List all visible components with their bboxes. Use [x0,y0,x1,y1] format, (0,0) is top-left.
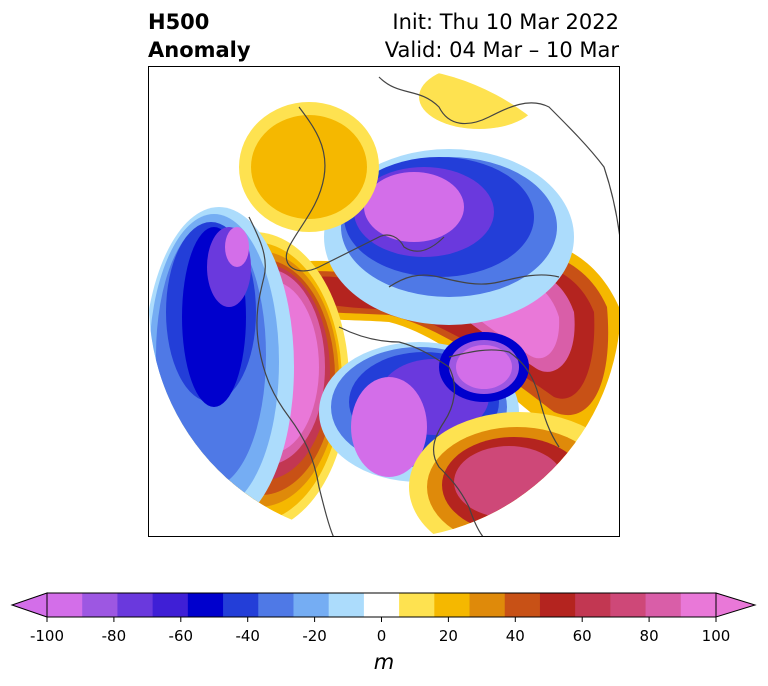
colorbar-segment [152,593,189,617]
colorbar-tick-label: 80 [639,627,659,645]
colorbar-tick-label: 0 [376,627,387,645]
colorbar-segment [399,593,435,617]
colorbar-tick-label: 20 [438,627,458,645]
colorbar-segment [82,593,118,617]
valid-range: Valid: 04 Mar – 10 Mar [384,38,619,62]
colorbar-extend-low [10,592,48,618]
colorbar-tick-label: -100 [29,627,65,645]
colorbar-segment [504,593,541,617]
colorbar-segment [363,593,400,617]
init-date: Init: Thu 10 Mar 2022 [392,10,619,34]
colorbar-segment [539,593,576,617]
negative-anomaly-west-pacific [149,207,294,527]
colorbar-tick-label: -80 [101,627,127,645]
colorbar-unit: m [373,650,395,674]
colorbar-segment [258,593,294,617]
colorbar-segment [293,593,330,617]
negative-anomaly-europe [324,149,574,325]
colorbar-tick-label: 100 [701,627,731,645]
map-title: H500 Anomaly [148,8,251,64]
colorbar-segment [117,593,154,617]
colorbar-segment [434,593,471,617]
colorbar-tick-label: 60 [572,627,592,645]
colorbar-tick-label: -20 [302,627,327,645]
colorbar-tick-label: -40 [235,627,260,645]
colorbar-segment [575,593,611,617]
colorbar-extend-high [715,592,757,618]
colorbar-tick-label: -60 [168,627,194,645]
colorbar-tick-label: 40 [505,627,525,645]
colorbar-segment [328,593,365,617]
colorbar-segment [610,593,647,617]
title-line-2: Anomaly [148,38,251,62]
colorbar-segment [47,593,83,617]
colorbar-segment [223,593,259,617]
colorbar [10,592,757,622]
title-line-1: H500 [148,10,210,34]
colorbar-segment [680,593,717,617]
date-info: Init: Thu 10 Mar 2022 Valid: 04 Mar – 10… [385,8,619,64]
colorbar-segment [645,593,682,617]
coastlines [248,76,619,536]
colorbar-segment [187,593,224,617]
colorbar-segment [469,593,506,617]
anomaly-map [148,66,620,537]
